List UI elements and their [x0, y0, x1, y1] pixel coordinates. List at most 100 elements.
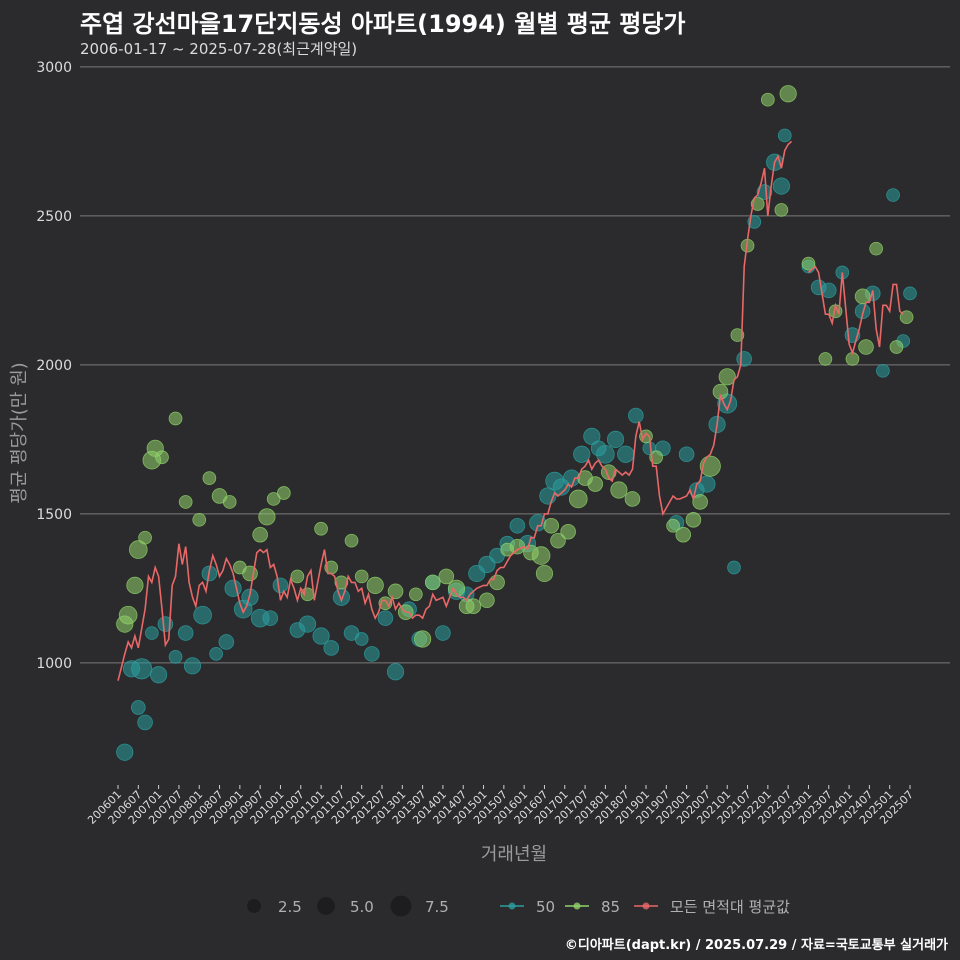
point-50 — [386, 663, 405, 681]
point-50 — [241, 588, 259, 606]
point-85 — [138, 530, 152, 545]
point-50 — [209, 647, 223, 661]
point-85 — [277, 486, 291, 500]
point-50 — [218, 634, 235, 650]
point-85 — [222, 495, 237, 509]
point-85 — [858, 339, 874, 355]
point-85 — [438, 568, 455, 585]
y-axis-ticks: 1000 1500 2000 2500 3000 — [36, 60, 72, 672]
legend-series-label: 85 — [601, 898, 620, 916]
point-50 — [323, 640, 340, 656]
point-50 — [435, 625, 451, 641]
point-50 — [886, 188, 900, 202]
point-85 — [266, 492, 281, 506]
point-85 — [168, 411, 183, 426]
point-85 — [414, 630, 432, 648]
point-50 — [130, 700, 146, 715]
point-50 — [628, 407, 644, 424]
point-50 — [177, 625, 194, 641]
point-50 — [168, 650, 183, 664]
point-50 — [116, 743, 134, 761]
point-50 — [183, 657, 202, 675]
y-tick-label: 2000 — [36, 358, 72, 374]
point-50 — [193, 605, 212, 625]
point-50 — [820, 282, 837, 299]
point-50 — [573, 445, 591, 463]
point-50 — [150, 666, 168, 684]
point-50 — [596, 444, 615, 464]
legend-size-marker — [317, 897, 335, 915]
point-85 — [128, 540, 148, 559]
point-85 — [118, 605, 138, 625]
point-85 — [465, 598, 482, 615]
point-85 — [779, 85, 797, 103]
x-axis-ticks: 2006012006072007012007072008012008072009… — [85, 785, 916, 827]
average-line-layer — [117, 140, 904, 681]
scatter-points — [116, 85, 917, 761]
point-85 — [126, 576, 144, 594]
legend-size-label: 5.0 — [350, 898, 374, 916]
point-85 — [202, 471, 217, 485]
y-tick-label: 1000 — [36, 656, 72, 672]
point-50 — [272, 577, 289, 594]
point-50 — [903, 286, 917, 301]
point-50 — [509, 517, 526, 534]
point-85 — [624, 491, 641, 507]
point-85 — [543, 517, 560, 534]
y-tick-label: 1500 — [36, 507, 72, 523]
point-50 — [876, 363, 890, 378]
point-85 — [854, 288, 871, 305]
average-price-line — [807, 265, 904, 356]
point-85 — [801, 256, 816, 271]
point-50 — [364, 646, 380, 662]
point-85 — [692, 494, 708, 510]
point-50 — [354, 632, 369, 646]
point-85 — [869, 241, 883, 256]
point-85 — [666, 518, 680, 533]
point-85 — [675, 526, 692, 543]
point-50 — [145, 626, 159, 640]
point-50 — [727, 560, 741, 575]
point-50 — [617, 445, 635, 463]
point-85 — [314, 521, 328, 536]
point-50 — [262, 610, 279, 626]
legend-dot-key — [573, 902, 581, 910]
legend: 2.5 5.0 7.5 50 85 모든 면적대 평균값 — [247, 895, 790, 917]
point-85 — [242, 565, 258, 582]
point-50 — [606, 430, 625, 448]
point-85 — [155, 450, 169, 465]
point-85 — [334, 575, 349, 590]
point-85 — [685, 512, 702, 528]
point-85 — [535, 564, 554, 583]
point-50 — [772, 177, 790, 195]
point-85 — [409, 587, 423, 602]
point-50 — [736, 351, 752, 367]
x-axis-label: 거래년월 — [480, 844, 548, 865]
legend-size-label: 7.5 — [425, 898, 449, 916]
point-50 — [131, 658, 153, 680]
point-50 — [756, 184, 773, 200]
point-50 — [298, 615, 317, 633]
point-85 — [192, 512, 207, 527]
average-price-line — [117, 140, 793, 681]
point-85 — [899, 310, 914, 325]
point-85 — [252, 526, 268, 543]
legend-series-label: 50 — [536, 898, 555, 916]
legend-dot-key — [642, 902, 650, 910]
y-axis-label: 평균 평당가(만 원) — [9, 362, 30, 504]
point-85 — [730, 328, 745, 342]
point-50 — [332, 588, 350, 606]
point-50 — [224, 579, 242, 597]
legend-size-label: 2.5 — [278, 898, 302, 916]
chart-title: 주엽 강선마을17단지동성 아파트(1994) 월별 평균 평당가 — [80, 10, 686, 38]
point-85 — [761, 92, 775, 107]
source-credit: ©디아파트(dapt.kr) / 2025.07.29 / 자료=국토교통부 실… — [564, 938, 948, 953]
point-85 — [568, 489, 588, 509]
point-85 — [479, 592, 495, 609]
point-85 — [718, 368, 736, 386]
point-85 — [774, 203, 789, 217]
point-85 — [354, 569, 369, 584]
point-85 — [610, 481, 628, 499]
point-85 — [290, 569, 305, 584]
